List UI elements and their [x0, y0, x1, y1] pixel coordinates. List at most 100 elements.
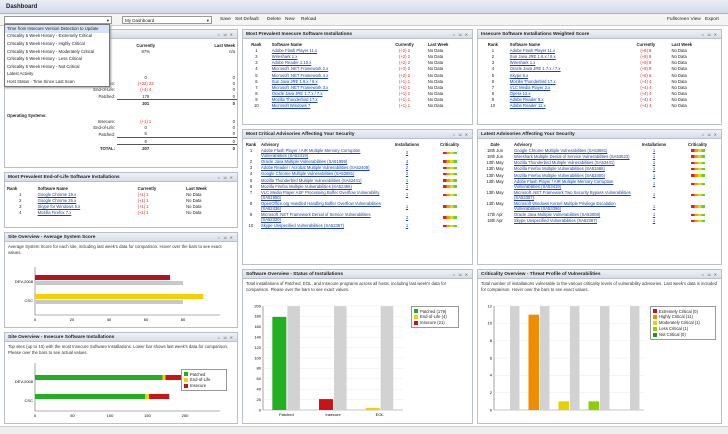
software-link[interactable]: Adobe Flash Player 11.x: [509, 47, 556, 53]
value-bar[interactable]: [558, 401, 570, 410]
lastweek-bar[interactable]: [35, 300, 183, 304]
lastweek-bar[interactable]: [540, 306, 550, 410]
advisory-link[interactable]: Skype Unspecified Vulnerabilities (SA523…: [261, 223, 344, 229]
advisory-link[interactable]: Google Chrome Multiple Vulnerabilities (…: [514, 147, 608, 153]
advisory-link[interactable]: Oracle Java Multiple Vulnerabilities (SA…: [261, 158, 348, 164]
dropdown-item[interactable]: Criticality 5 Week History - Less Critic…: [7, 56, 82, 62]
panel-controls-icon[interactable]: ⌂ ⇲ ✕: [217, 235, 234, 240]
panel-controls-icon[interactable]: ⌂ ⇲ ✕: [701, 272, 718, 277]
lastweek-bar[interactable]: [287, 306, 300, 410]
installations-link[interactable]: 4: [405, 158, 409, 164]
value-bar[interactable]: [528, 314, 540, 410]
installations-link[interactable]: 1: [652, 147, 656, 153]
software-link[interactable]: Google Chrome 19.x: [37, 191, 77, 197]
score-bar[interactable]: [35, 294, 204, 299]
advisory-link[interactable]: Wireshark Multiple Denial of Service Vul…: [514, 153, 630, 159]
lastweek-bar[interactable]: [570, 306, 580, 410]
stacked-bar-segment[interactable]: [145, 394, 149, 399]
installations-link[interactable]: 1: [652, 203, 656, 209]
delete-button[interactable]: Delete: [267, 17, 281, 22]
software-link[interactable]: Wireshark 1.x: [509, 60, 536, 66]
software-link[interactable]: Microsoft Windows 7: [271, 103, 311, 109]
advisory-link[interactable]: Mozilla Thunderbird Multiple Vulnerabili…: [514, 160, 615, 166]
fullscreen-button[interactable]: Fullscreen View: [667, 17, 701, 22]
value-bar[interactable]: [272, 316, 287, 410]
software-link[interactable]: Opera 12.x: [509, 91, 531, 97]
software-link[interactable]: Microsoft .NET Framework 3.x: [271, 84, 329, 90]
installations-link[interactable]: 1: [652, 153, 656, 159]
advisory-link[interactable]: OpenOffice.org Handled Handling Buffer O…: [261, 201, 381, 212]
installations-link[interactable]: 1: [652, 212, 656, 218]
export-button[interactable]: Export: [705, 17, 719, 22]
panel-controls-icon[interactable]: ⌂ ⇲ ✕: [701, 32, 718, 37]
lastweek-bar[interactable]: [630, 306, 640, 410]
advisory-link[interactable]: Oracle Java Multiple Vulnerabilities (SA…: [514, 212, 601, 218]
save-button[interactable]: Save: [220, 17, 231, 22]
set-default-button[interactable]: Set Default: [235, 17, 259, 22]
new-button[interactable]: New: [285, 17, 295, 22]
installations-link[interactable]: 2: [405, 214, 409, 220]
advisory-link[interactable]: Adobe Reader / Acrobat Multiple Vulnerab…: [261, 165, 370, 171]
panel-controls-icon[interactable]: ⌂ ⇲ ✕: [452, 32, 469, 37]
panel-controls-icon[interactable]: ⌂ ⇲ ✕: [217, 335, 234, 340]
value-bar[interactable]: [588, 401, 600, 410]
installations-link[interactable]: 1: [652, 172, 656, 178]
installations-link[interactable]: 1: [652, 181, 656, 187]
dropdown-item[interactable]: Time from Insecure Version Detection to …: [5, 25, 109, 33]
score-bar[interactable]: [35, 275, 171, 280]
software-link[interactable]: Adobe Reader 11.x: [509, 103, 546, 109]
stacked-bar-segment[interactable]: [162, 375, 166, 380]
software-link[interactable]: Mozilla Thunderbird 17.x: [271, 97, 318, 103]
installations-link[interactable]: 2: [405, 165, 409, 171]
lastweek-bar[interactable]: [510, 306, 520, 410]
dropdown-item[interactable]: Criticality 5 Week History - Extremely C…: [7, 33, 92, 39]
advisory-link[interactable]: Adobe Flash Player / AIR Multiple Memory…: [514, 178, 614, 189]
advisory-link[interactable]: Mozilla Firefox Multiple Vulnerabilities…: [514, 172, 605, 178]
installations-link[interactable]: 1: [652, 166, 656, 172]
panel-controls-icon[interactable]: ⌂ ⇲ ✕: [701, 132, 718, 137]
installations-link[interactable]: 1: [405, 177, 409, 183]
panel-controls-icon[interactable]: ⌂ ⇲ ✕: [452, 132, 469, 137]
installations-link[interactable]: 1: [652, 218, 656, 224]
dropdown-item[interactable]: Criticality 5 Week History - Not Critica…: [7, 63, 80, 69]
value-bar[interactable]: [365, 407, 380, 410]
advisory-link[interactable]: Mozilla Firefox Multiple Vulnerabilities…: [261, 183, 352, 189]
advisory-link[interactable]: Google Chrome Multiple Vulnerabilities (…: [261, 171, 355, 177]
value-bar[interactable]: [319, 399, 333, 410]
software-link[interactable]: Skype 6.x: [509, 72, 529, 78]
widget-dropdown-list[interactable]: Time from Insecure Version Detection to …: [4, 24, 110, 87]
stacked-bar-segment[interactable]: [165, 375, 183, 380]
software-link[interactable]: Wireshark 1.x: [271, 53, 298, 59]
dropdown-item[interactable]: Host Status - Time Since Last Scan: [7, 78, 75, 84]
view-select[interactable]: ▾: [4, 16, 112, 24]
installations-link[interactable]: 1: [405, 203, 409, 209]
advisory-link[interactable]: Adobe Flash Player / AIR Multiple Memory…: [261, 147, 361, 158]
lastweek-bar[interactable]: [600, 306, 610, 410]
installations-link[interactable]: 1: [652, 160, 656, 166]
stacked-bar-segment[interactable]: [35, 375, 163, 380]
lastweek-bar[interactable]: [35, 281, 183, 285]
stacked-bar-segment[interactable]: [149, 394, 170, 399]
installations-link[interactable]: 1: [652, 192, 656, 198]
software-link[interactable]: Microsoft .NET Framework 4.x: [271, 72, 329, 78]
software-link[interactable]: Oracle Java JRE 1.7.x / 7.x: [509, 66, 561, 72]
software-link[interactable]: Google Chrome 25.x: [37, 197, 77, 203]
advisory-link[interactable]: Microsoft .NET Framework Denial of Servi…: [261, 212, 371, 223]
software-link[interactable]: Mozilla Firefox 7.x: [37, 210, 72, 216]
software-link[interactable]: Adobe Flash Player 11.x: [271, 47, 318, 53]
dropdown-item[interactable]: Latest Activity: [7, 71, 34, 77]
installations-link[interactable]: 1: [405, 223, 409, 229]
advisory-link[interactable]: Mozilla Thunderbird Multiple Vulnerabili…: [261, 177, 362, 183]
panel-controls-icon[interactable]: ⌂ ⇲ ✕: [217, 175, 234, 180]
software-link[interactable]: Mozilla Thunderbird 17.x: [509, 78, 556, 84]
panel-controls-icon[interactable]: ⌂ ⇲ ✕: [217, 32, 234, 37]
software-link[interactable]: Oracle Java JRE 1.7.x / 7.x: [271, 91, 323, 97]
advisory-link[interactable]: Mozilla Firefox Multiple Vulnerabilities…: [514, 166, 605, 172]
lastweek-bar[interactable]: [334, 306, 347, 410]
reload-button[interactable]: Reload: [301, 17, 317, 22]
dropdown-item[interactable]: Criticality 5 Week History - Moderately …: [7, 48, 95, 54]
installations-link[interactable]: 1: [405, 192, 409, 198]
lastweek-bar[interactable]: [380, 306, 394, 410]
advisory-link[interactable]: Microsoft .NET Framework Two Security By…: [514, 189, 631, 200]
software-link[interactable]: Skype for Windows 5.x: [37, 204, 81, 210]
